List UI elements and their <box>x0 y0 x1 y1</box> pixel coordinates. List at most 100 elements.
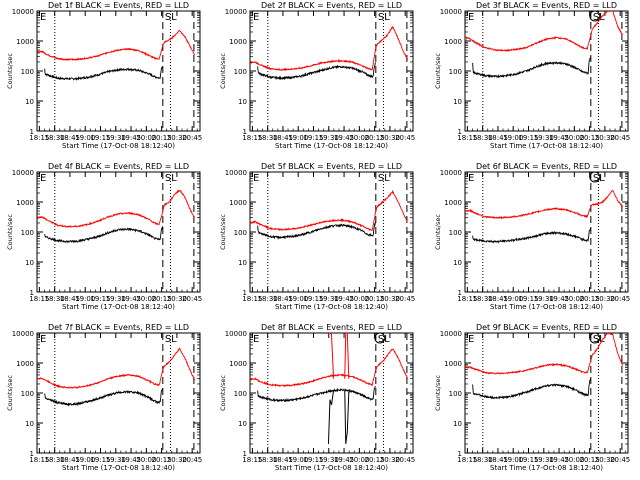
plot-frame <box>249 10 414 132</box>
y-tick-label: 1000 <box>16 199 34 207</box>
x-tick-label: 18:15 <box>29 295 49 303</box>
x-tick-label: 18:15 <box>242 295 262 303</box>
series-group <box>37 30 196 81</box>
x-tick-label: 20:00 <box>564 456 584 464</box>
corner-label-e: E <box>253 334 259 345</box>
x-tick-label: 20:45 <box>395 295 415 303</box>
series-line-lld <box>465 189 624 220</box>
plot-frame <box>36 171 201 293</box>
x-tick-label: 20:00 <box>349 456 369 464</box>
sl-circle-marker <box>589 332 601 344</box>
x-axis-label: Start Time (17-Oct-08 18:12:40) <box>275 142 388 150</box>
series-group <box>37 189 195 244</box>
series-group <box>250 25 409 81</box>
series-group <box>465 11 623 79</box>
x-tick-label: 20:00 <box>564 134 584 142</box>
y-tick-label: 10 <box>453 98 462 106</box>
series-group <box>250 189 408 240</box>
y-tick-label: 10000 <box>440 330 462 338</box>
x-tick-label: 20:15 <box>580 134 600 142</box>
y-tick-label: 1 <box>30 128 34 136</box>
x-tick-label: 19:00 <box>288 456 308 464</box>
x-tick-label: 19:15 <box>303 134 323 142</box>
sl-circle-marker <box>589 10 601 22</box>
y-axis-label: Counts/sec <box>434 214 442 250</box>
x-tick-label: 18:15 <box>242 134 262 142</box>
plot-frame <box>464 332 629 454</box>
corner-label-e: E <box>253 12 259 23</box>
x-tick-label: 18:30 <box>473 295 493 303</box>
corner-label-sl: SL <box>593 12 605 23</box>
series-line-lld <box>250 348 409 388</box>
x-tick-label: 19:15 <box>518 134 538 142</box>
plot-frame <box>464 171 629 293</box>
corner-label-sl: SL <box>593 334 605 345</box>
x-tick-label: 18:45 <box>488 295 508 303</box>
y-tick-label: 1000 <box>229 38 247 46</box>
y-tick-label: 100 <box>234 390 247 398</box>
series-group <box>37 347 196 407</box>
x-tick-label: 19:15 <box>518 456 538 464</box>
x-axis-label: Start Time (17-Oct-08 18:12:40) <box>490 303 603 311</box>
y-axis-label: Counts/sec <box>219 214 227 250</box>
panel-det-5f: Det 5f BLACK = Events, RED = LLD 1 10 100 10… <box>219 162 415 311</box>
x-tick-label: 18:30 <box>45 134 65 142</box>
panel-det-4f: Det 4f BLACK = Events, RED = LLD 1 10 100 10… <box>6 162 202 311</box>
x-tick-label: 18:30 <box>45 295 65 303</box>
corner-label-sl: SL <box>165 173 177 184</box>
corner-label-e: E <box>468 173 474 184</box>
x-tick-label: 19:30 <box>319 456 339 464</box>
x-axis-label: Start Time (17-Oct-08 18:12:40) <box>490 142 603 150</box>
y-axis-label: Counts/sec <box>6 375 14 411</box>
x-axis-label: Start Time (17-Oct-08 18:12:40) <box>62 464 175 472</box>
x-tick-label: 18:15 <box>29 134 49 142</box>
x-tick-label: 20:45 <box>610 134 630 142</box>
x-axis-label: Start Time (17-Oct-08 18:12:40) <box>275 303 388 311</box>
x-tick-label: 20:30 <box>380 134 400 142</box>
x-tick-label: 18:45 <box>273 134 293 142</box>
y-tick-label: 10 <box>453 420 462 428</box>
x-tick-label: 20:15 <box>580 295 600 303</box>
x-tick-label: 18:30 <box>258 456 278 464</box>
x-tick-label: 19:30 <box>106 134 126 142</box>
x-tick-label: 18:45 <box>488 456 508 464</box>
y-tick-label: 100 <box>449 229 462 237</box>
x-tick-label: 18:15 <box>457 134 477 142</box>
panel-title: Det 3f BLACK = Events, RED = LLD <box>476 1 617 10</box>
y-tick-label: 1 <box>458 450 462 458</box>
x-tick-label: 20:30 <box>167 456 187 464</box>
x-tick-label: 19:00 <box>503 456 523 464</box>
y-tick-label: 1000 <box>444 38 462 46</box>
y-tick-label: 100 <box>449 390 462 398</box>
x-tick-label: 19:30 <box>319 295 339 303</box>
panel-title: Det 8f BLACK = Events, RED = LLD <box>261 323 402 332</box>
x-tick-label: 18:15 <box>29 456 49 464</box>
x-tick-label: 18:45 <box>60 456 80 464</box>
panel-title: Det 4f BLACK = Events, RED = LLD <box>48 162 189 171</box>
panel-title: Det 5f BLACK = Events, RED = LLD <box>261 162 402 171</box>
y-tick-label: 1000 <box>229 199 247 207</box>
y-tick-label: 10 <box>25 259 34 267</box>
series-group <box>465 333 624 400</box>
y-axis-label: Counts/sec <box>434 375 442 411</box>
x-tick-label: 20:00 <box>349 295 369 303</box>
spike-lld-1 <box>344 333 350 379</box>
x-tick-label: 18:30 <box>258 134 278 142</box>
x-tick-label: 19:30 <box>106 295 126 303</box>
y-tick-label: 10 <box>25 98 34 106</box>
x-tick-label: 18:45 <box>273 295 293 303</box>
x-tick-label: 19:15 <box>303 456 323 464</box>
sl-circle-marker <box>589 171 601 183</box>
panel-det-8f: Det 8f BLACK = Events, RED = LLD 1 10 100 10… <box>219 323 415 472</box>
y-tick-label: 10 <box>238 98 247 106</box>
y-tick-label: 100 <box>21 68 34 76</box>
y-tick-label: 10000 <box>440 169 462 177</box>
x-tick-label: 20:45 <box>182 456 202 464</box>
x-tick-label: 19:00 <box>503 295 523 303</box>
y-tick-label: 1 <box>243 128 247 136</box>
x-tick-label: 19:00 <box>75 456 95 464</box>
x-tick-label: 19:15 <box>90 295 110 303</box>
x-tick-label: 20:15 <box>365 295 385 303</box>
x-tick-label: 20:00 <box>136 134 156 142</box>
corner-label-e: E <box>40 12 46 23</box>
